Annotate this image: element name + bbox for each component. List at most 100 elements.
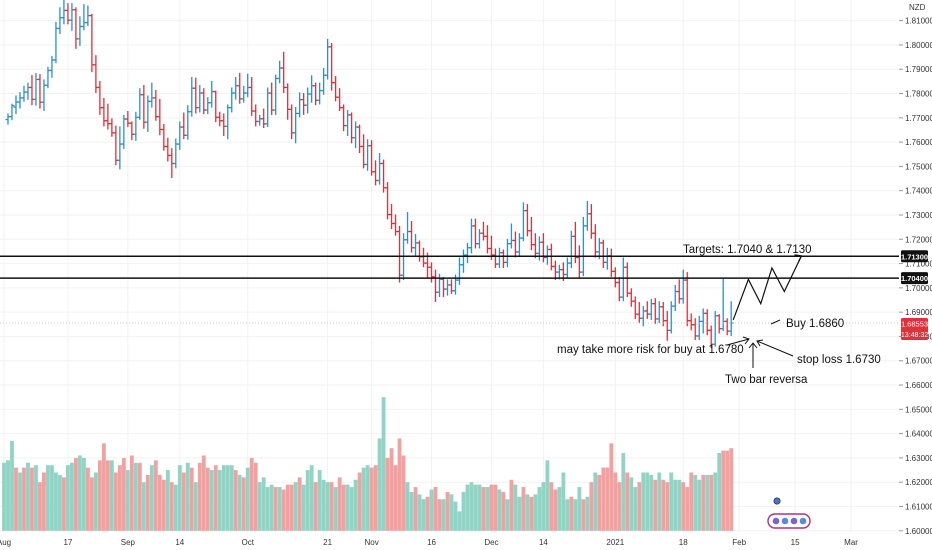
tradingview-logo bbox=[767, 497, 811, 529]
volume-bar bbox=[453, 501, 458, 531]
volume-bar bbox=[685, 487, 690, 531]
volume-bar bbox=[42, 472, 46, 531]
volume-bar bbox=[293, 482, 298, 531]
volume-bar bbox=[58, 474, 62, 531]
volume-bar bbox=[581, 499, 586, 531]
volume-bar bbox=[393, 465, 398, 531]
volume-bar bbox=[397, 438, 402, 531]
x-tick-label: 17 bbox=[63, 538, 72, 547]
volume-bar bbox=[137, 462, 142, 531]
annotations[interactable]: Targets: 1.7040 & 1.7130 Buy 1.6860 may … bbox=[557, 244, 881, 386]
volume-bar bbox=[553, 489, 558, 531]
volume-bar bbox=[617, 482, 622, 531]
volume-bar bbox=[517, 496, 522, 531]
projection-path[interactable] bbox=[732, 254, 803, 321]
countdown-label: 13:48:32 bbox=[901, 332, 928, 339]
volume-bar bbox=[46, 465, 50, 531]
y-tick-label: 1.70000 bbox=[905, 284, 932, 293]
volume-bar bbox=[337, 477, 342, 531]
volume-bar bbox=[357, 472, 362, 531]
y-tick-label: 1.80000 bbox=[905, 41, 932, 50]
x-tick-label: Aug bbox=[0, 538, 11, 547]
y-tick-label: 1.67000 bbox=[905, 357, 932, 366]
volume-bar bbox=[145, 474, 150, 531]
volume-bar bbox=[481, 487, 486, 531]
buy-arrow[interactable] bbox=[770, 319, 781, 325]
y-tick-label: 1.79000 bbox=[905, 65, 932, 74]
volume-bar bbox=[225, 465, 230, 531]
volume-bar bbox=[105, 460, 110, 531]
volume-bar bbox=[289, 484, 294, 531]
volume-bar bbox=[70, 462, 74, 531]
volume-bar bbox=[497, 489, 502, 531]
volume-bar bbox=[717, 453, 722, 531]
volume-bar bbox=[373, 465, 378, 531]
volume-bar bbox=[245, 467, 250, 531]
volume-bar bbox=[209, 470, 214, 531]
volume-bar bbox=[221, 465, 226, 531]
volume-bar bbox=[201, 455, 206, 531]
volume-bar bbox=[469, 482, 474, 531]
volume-bar bbox=[109, 460, 114, 531]
volume-bar bbox=[285, 484, 290, 531]
volume-bar bbox=[449, 494, 454, 531]
x-tick-label: 18 bbox=[679, 538, 688, 547]
volume-bar bbox=[493, 484, 498, 531]
volume-bar bbox=[549, 482, 554, 531]
volume-bar bbox=[97, 460, 102, 531]
volume-bar bbox=[297, 477, 302, 531]
volume-bar bbox=[193, 482, 198, 531]
volume-bar bbox=[609, 443, 614, 531]
stop-loss-annotation[interactable]: stop loss 1.6730 bbox=[797, 354, 881, 366]
buy-annotation[interactable]: Buy 1.6860 bbox=[786, 318, 844, 330]
volume-bar bbox=[529, 496, 534, 531]
volume-bar bbox=[133, 462, 138, 531]
volume-bars bbox=[2, 397, 734, 531]
volume-bar bbox=[165, 470, 170, 531]
volume-bar bbox=[101, 443, 106, 531]
x-tick-label: Mar bbox=[844, 538, 858, 547]
y-tick-label: 1.73000 bbox=[905, 211, 932, 220]
volume-bar bbox=[433, 487, 438, 531]
x-tick-label: 14 bbox=[539, 538, 548, 547]
volume-bar bbox=[329, 482, 334, 531]
volume-bar bbox=[129, 455, 134, 531]
x-tick-label: 15 bbox=[791, 538, 800, 547]
y-tick-label: 1.75000 bbox=[905, 162, 932, 171]
volume-bar bbox=[629, 477, 634, 531]
volume-bar bbox=[657, 472, 662, 531]
volume-bar bbox=[637, 482, 642, 531]
volume-bar bbox=[457, 511, 462, 531]
volume-bar bbox=[38, 482, 42, 531]
volume-bar bbox=[241, 477, 246, 531]
risk-annotation[interactable]: may take more risk for buy at 1.6780 bbox=[557, 344, 744, 356]
volume-bar bbox=[369, 467, 374, 531]
volume-bar bbox=[673, 479, 678, 531]
stop-arrow[interactable] bbox=[756, 340, 794, 357]
volume-bar bbox=[205, 467, 210, 531]
risk-arrow[interactable] bbox=[726, 338, 750, 346]
volume-bar bbox=[565, 499, 570, 531]
volume-bar bbox=[62, 477, 66, 531]
volume-bar bbox=[233, 470, 238, 531]
level-price-label: 1.71300 bbox=[901, 252, 928, 261]
volume-bar bbox=[541, 482, 546, 531]
y-tick-label: 1.69000 bbox=[905, 308, 932, 317]
volume-bar bbox=[365, 465, 370, 531]
targets-annotation[interactable]: Targets: 1.7040 & 1.7130 bbox=[683, 244, 812, 256]
currency-label: NZD bbox=[909, 3, 926, 12]
y-tick-label: 1.81000 bbox=[905, 17, 932, 26]
horizontal-levels[interactable] bbox=[0, 255, 899, 324]
grid bbox=[0, 0, 899, 532]
y-tick-label: 1.65000 bbox=[905, 405, 932, 414]
x-tick-label: 21 bbox=[323, 538, 332, 547]
volume-bar bbox=[341, 484, 346, 531]
y-tick-label: 1.62000 bbox=[905, 478, 932, 487]
volume-bar bbox=[78, 455, 82, 531]
volume-bar bbox=[34, 465, 38, 531]
two-bar-reversal-annotation[interactable]: Two bar reversa bbox=[725, 374, 808, 386]
volume-bar bbox=[89, 477, 94, 531]
x-tick-label: 2021 bbox=[606, 538, 624, 547]
volume-bar bbox=[113, 472, 118, 531]
